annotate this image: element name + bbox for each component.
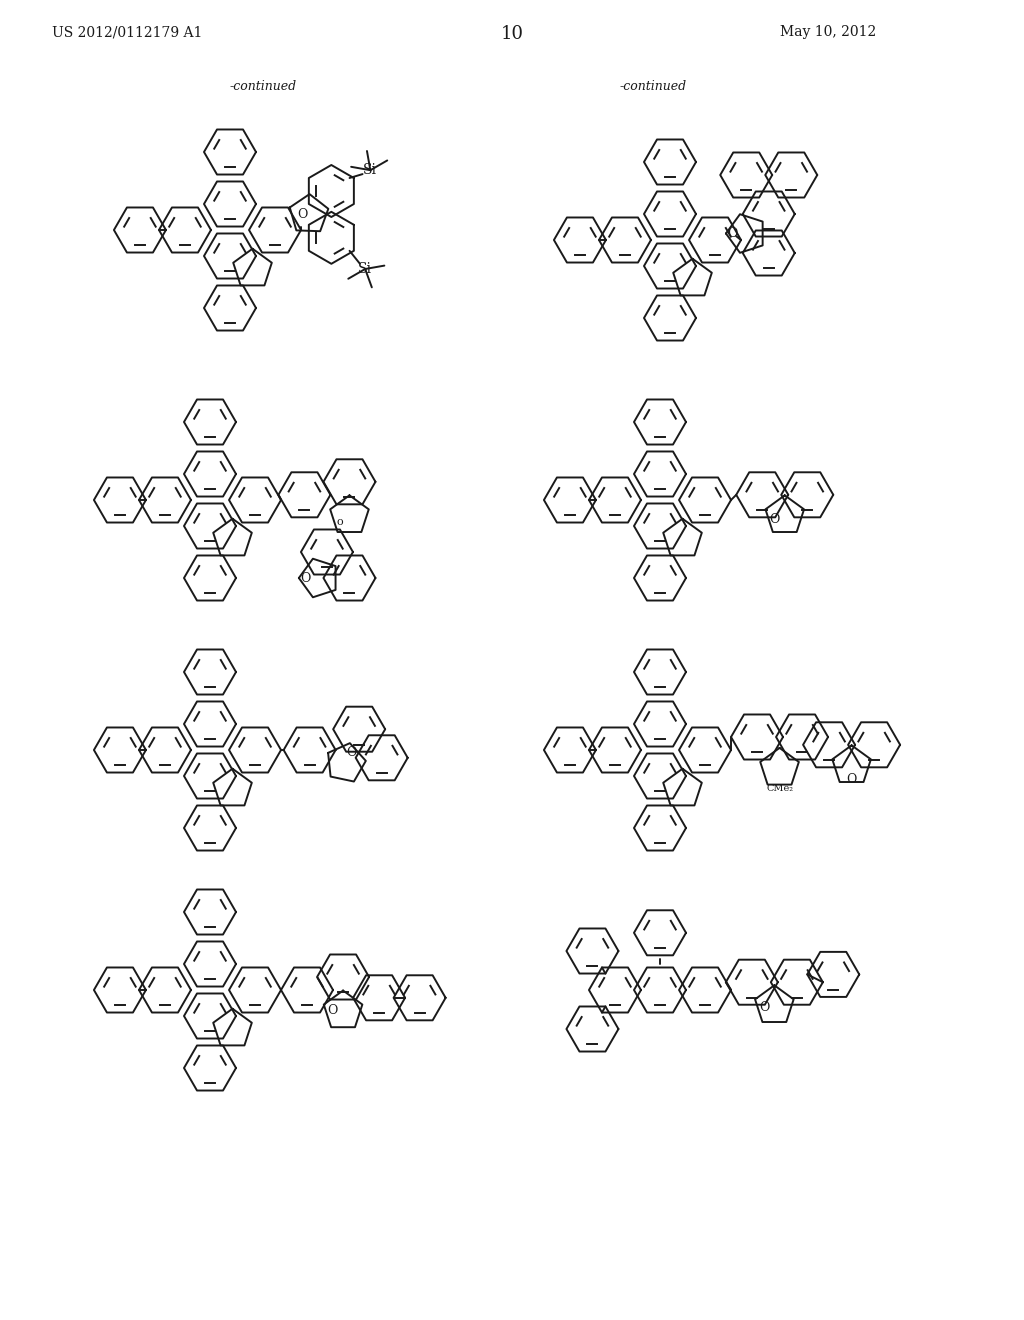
Text: May 10, 2012: May 10, 2012 — [780, 25, 877, 40]
Text: Si: Si — [358, 261, 372, 276]
Text: -continued: -continued — [230, 81, 297, 92]
Text: O: O — [769, 513, 780, 527]
Text: O: O — [727, 227, 737, 240]
Text: O: O — [346, 746, 357, 759]
Text: O: O — [328, 1005, 338, 1018]
Text: CMe₂: CMe₂ — [766, 784, 793, 793]
Text: -continued: -continued — [620, 81, 687, 92]
Text: O: O — [759, 1001, 769, 1014]
Text: o: o — [336, 516, 343, 527]
Text: 10: 10 — [501, 25, 523, 44]
Text: O: O — [847, 774, 857, 787]
Text: O: O — [300, 572, 310, 585]
Text: O: O — [298, 209, 308, 222]
Text: US 2012/0112179 A1: US 2012/0112179 A1 — [52, 25, 203, 40]
Text: Si: Si — [364, 164, 378, 177]
